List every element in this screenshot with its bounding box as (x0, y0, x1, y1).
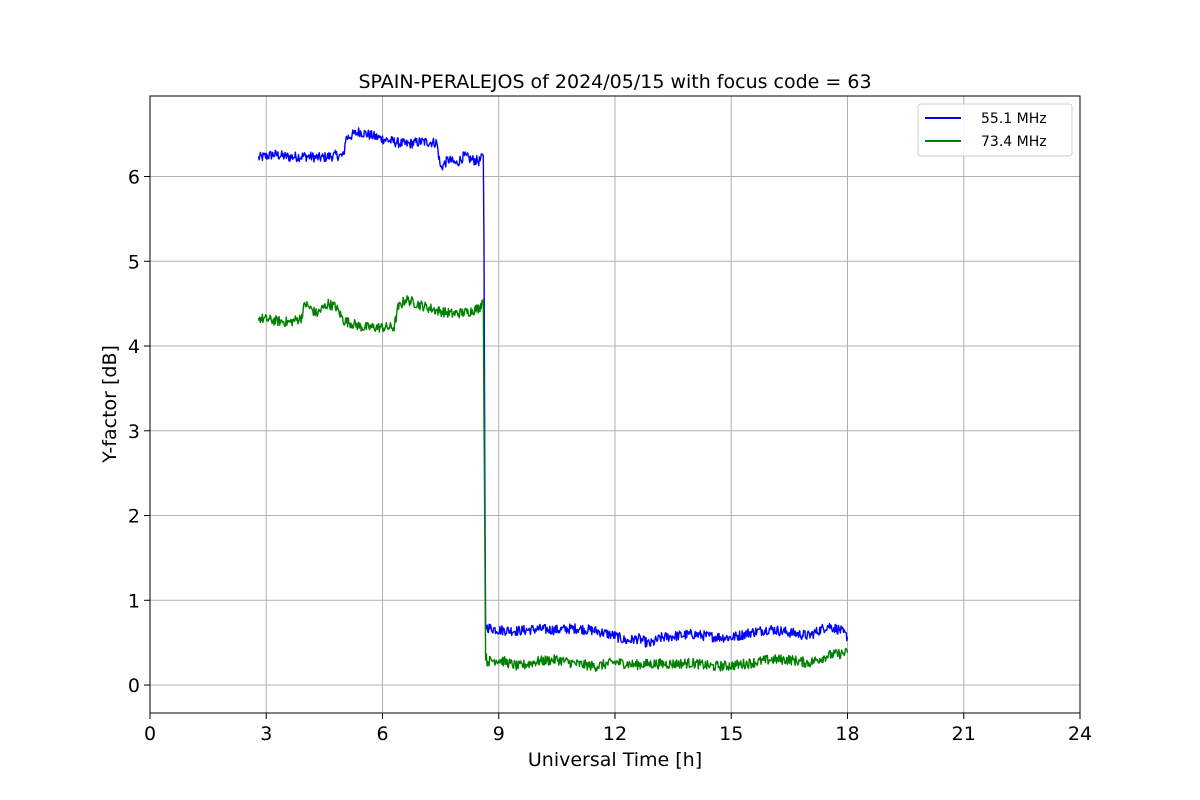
x-tick-label: 15 (719, 723, 743, 745)
chart-title: SPAIN-PERALEJOS of 2024/05/15 with focus… (358, 71, 871, 93)
x-tick-label: 21 (952, 723, 976, 745)
series-layer (257, 127, 849, 672)
series-line-1 (257, 127, 849, 648)
y-tick-label: 2 (128, 506, 140, 528)
grid (149, 96, 1081, 713)
x-axis-label: Universal Time [h] (528, 749, 702, 771)
x-axis: 0 3 6 9 12 15 18 21 24 (144, 713, 1092, 745)
y-tick-label: 5 (128, 251, 140, 273)
x-tick-label: 9 (493, 723, 505, 745)
y-tick-label: 4 (128, 336, 140, 358)
y-axis: 0 1 2 3 4 5 6 (128, 167, 150, 697)
series-line-2 (257, 295, 849, 672)
x-tick-label: 18 (835, 723, 859, 745)
legend: 55.1 MHz 73.4 MHz (917, 103, 1073, 157)
x-tick-label: 24 (1068, 723, 1092, 745)
x-tick-label: 3 (260, 723, 272, 745)
y-tick-label: 3 (128, 421, 140, 443)
x-tick-label: 0 (144, 723, 156, 745)
legend-label-series-1: 55.1 MHz (981, 111, 1047, 127)
y-tick-label: 6 (128, 167, 140, 189)
y-axis-label: Y-factor [dB] (99, 345, 121, 464)
y-tick-label: 0 (128, 675, 140, 697)
x-tick-label: 6 (376, 723, 388, 745)
legend-label-series-2: 73.4 MHz (981, 134, 1047, 150)
y-tick-label: 1 (128, 590, 140, 612)
x-tick-label: 12 (603, 723, 627, 745)
